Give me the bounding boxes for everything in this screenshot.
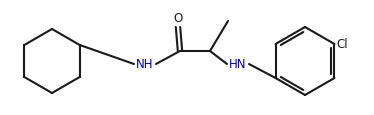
Text: Cl: Cl <box>337 38 348 51</box>
Text: HN: HN <box>229 58 247 71</box>
Text: O: O <box>174 11 183 24</box>
Text: NH: NH <box>136 58 154 71</box>
